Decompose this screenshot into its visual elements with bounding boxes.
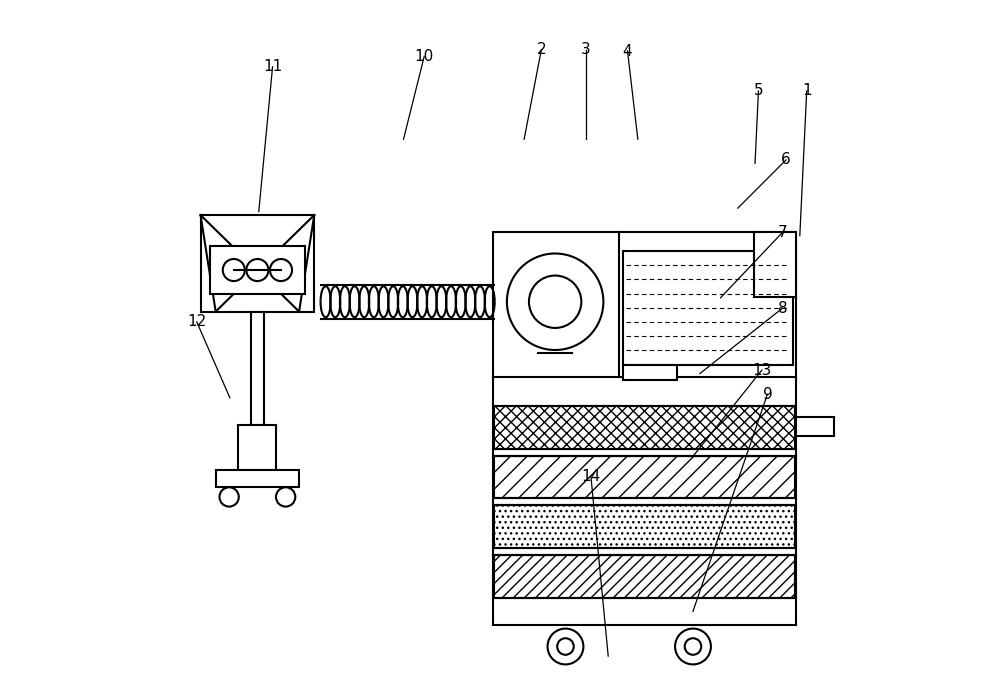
Bar [754,233,796,298]
Bar [623,251,793,365]
Bar [201,215,314,311]
Bar [796,417,834,436]
Circle shape [557,638,574,655]
Bar [623,365,677,380]
Text: 1: 1 [802,84,812,98]
Bar [216,470,299,487]
Text: 2: 2 [537,42,546,57]
Bar [493,233,796,625]
Circle shape [507,253,603,350]
Text: 9: 9 [763,387,772,402]
Circle shape [548,628,583,664]
Text: 10: 10 [415,49,434,64]
Bar [494,455,795,498]
Text: 8: 8 [778,300,787,316]
Text: 6: 6 [781,152,791,167]
Circle shape [223,259,245,281]
Bar [238,426,276,470]
Circle shape [246,259,268,281]
Bar [494,555,795,598]
Circle shape [276,487,295,507]
Text: 7: 7 [778,225,787,240]
Bar [251,311,264,426]
Text: 14: 14 [581,469,601,484]
Bar [210,246,305,294]
Text: 13: 13 [752,363,772,378]
Circle shape [685,638,701,655]
Circle shape [529,275,581,328]
Text: 3: 3 [581,42,591,57]
Text: 5: 5 [754,84,763,98]
Text: 11: 11 [263,60,282,74]
Bar [494,505,795,548]
Bar [494,406,795,448]
Circle shape [675,628,711,664]
Text: 4: 4 [623,44,632,59]
Circle shape [270,259,292,281]
Circle shape [219,487,239,507]
Text: 12: 12 [187,314,206,329]
